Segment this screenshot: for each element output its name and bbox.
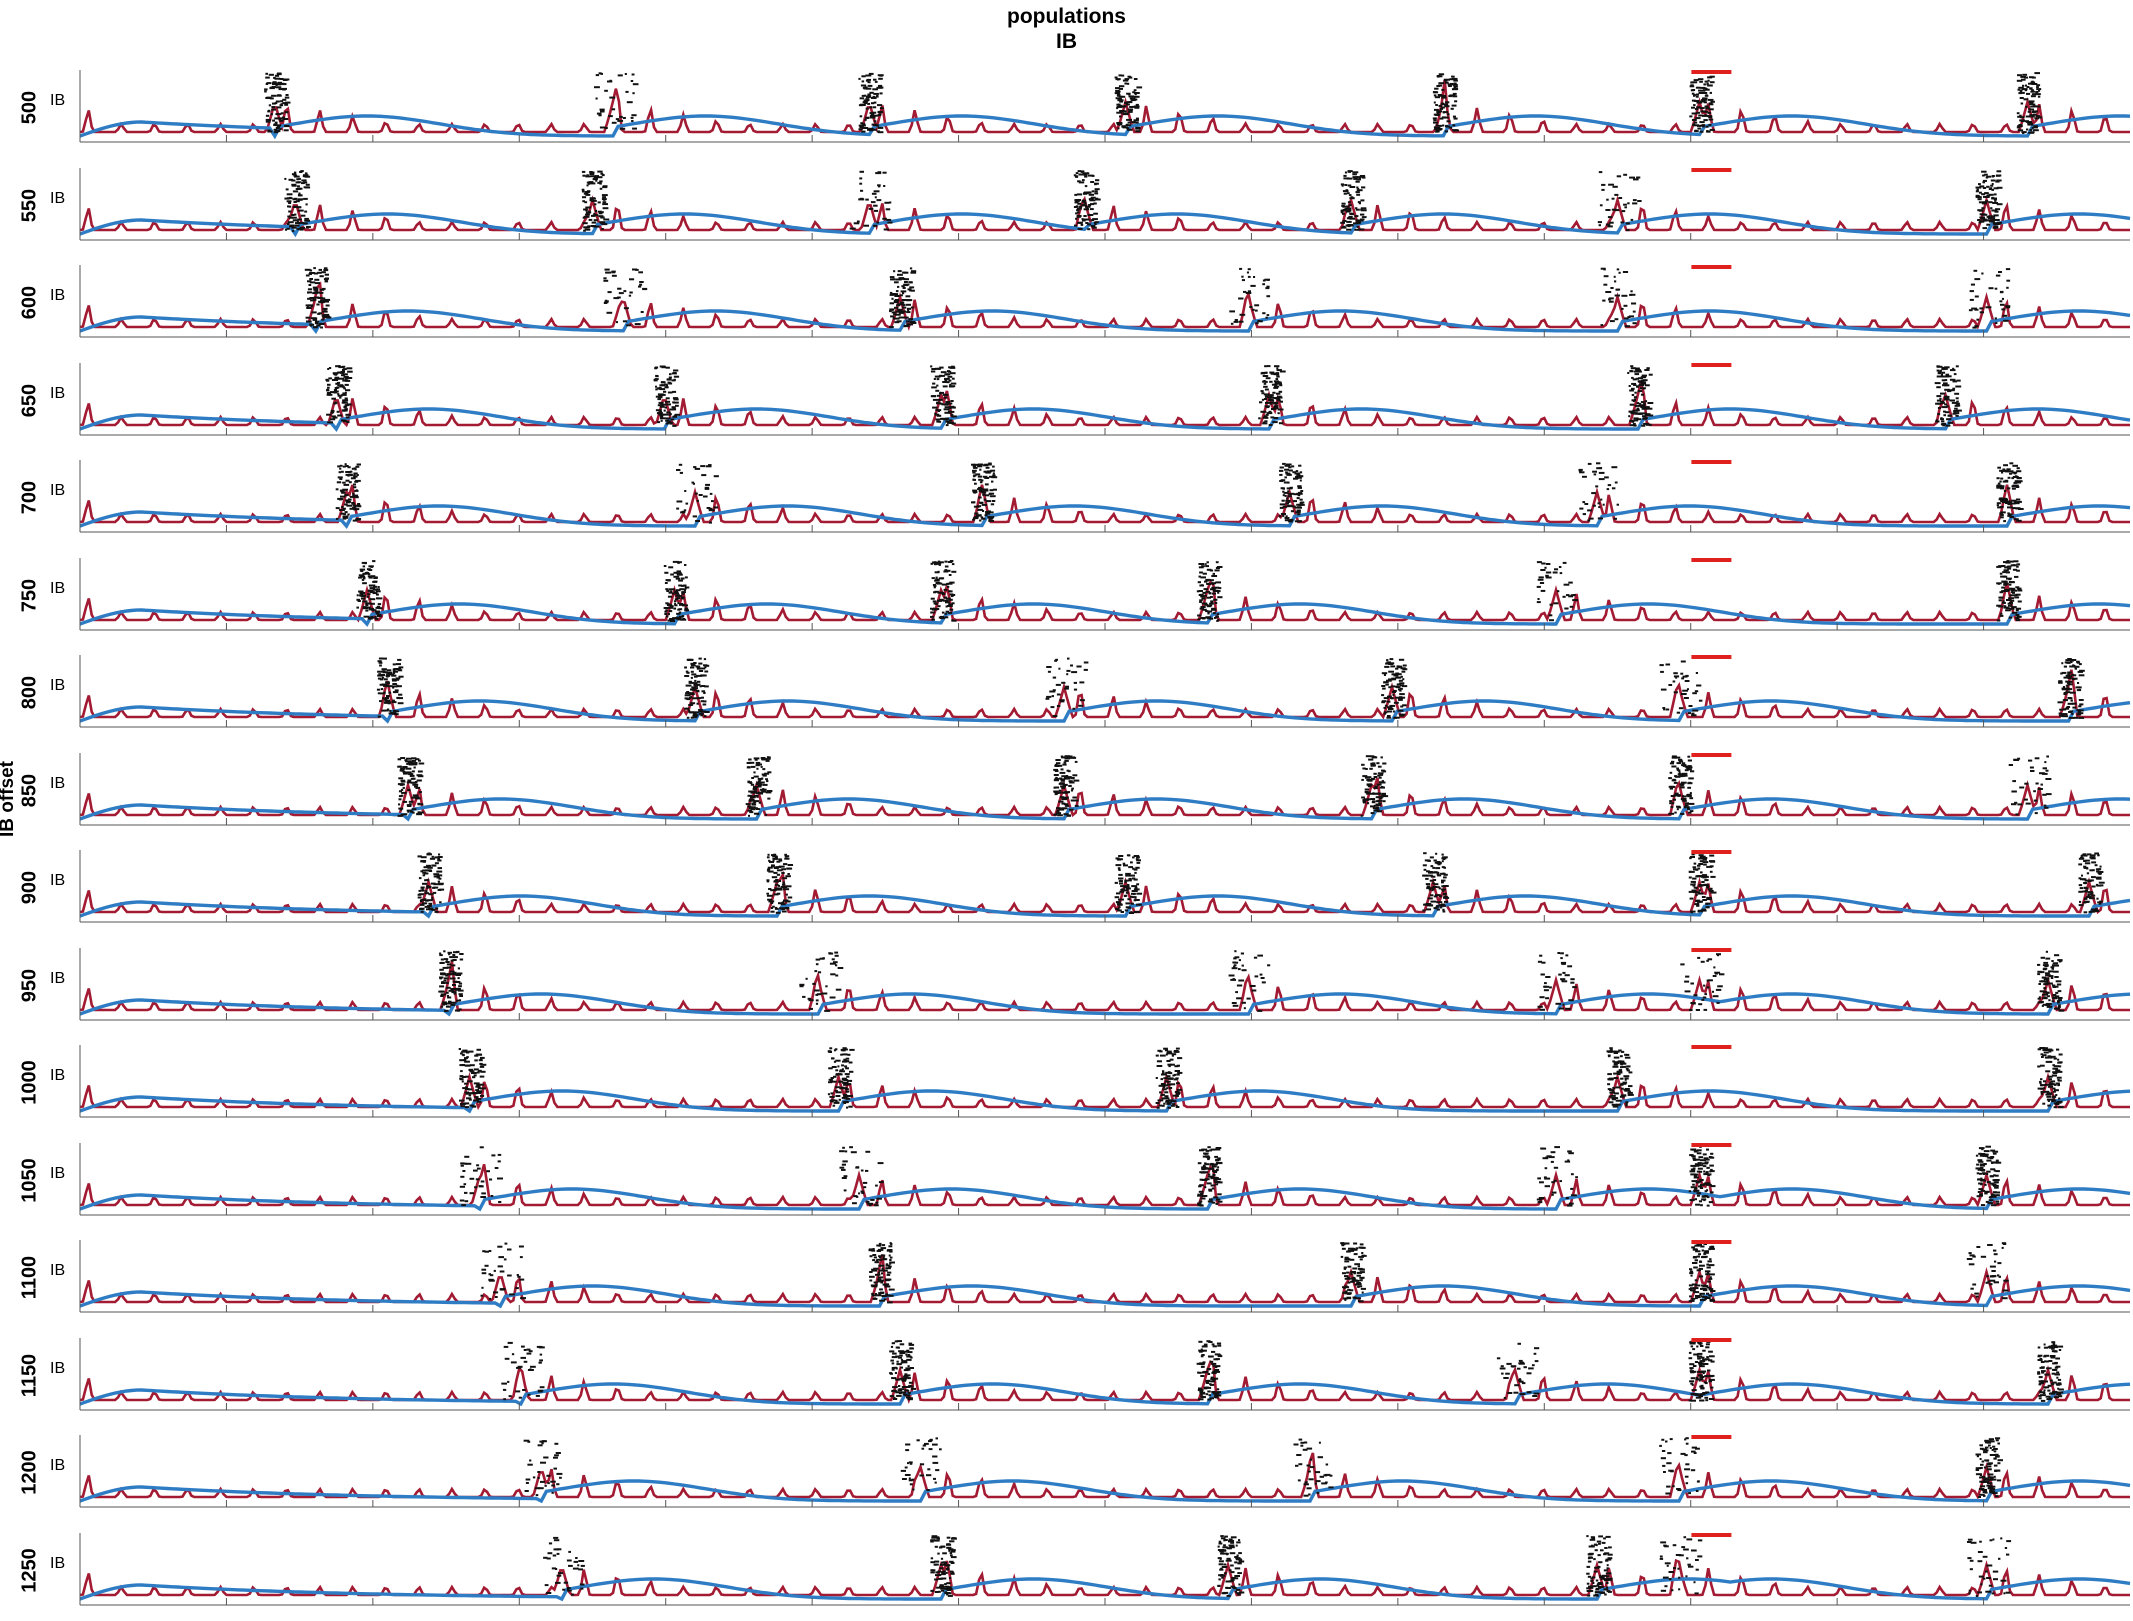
population-label: IB <box>50 580 65 598</box>
lfp-trace <box>80 485 2130 522</box>
panel-plot <box>80 1435 2130 1507</box>
population-label: IB <box>50 287 65 305</box>
panel-plot <box>80 265 2130 337</box>
y-tick-label: 900 <box>19 838 42 938</box>
panel-plot <box>80 850 2130 922</box>
spike-raster <box>264 72 2042 134</box>
population-label: IB <box>50 1262 65 1280</box>
y-tick-label: 600 <box>19 253 42 353</box>
y-tick-label: 1100 <box>19 1228 42 1328</box>
y-tick-label: 1050 <box>19 1131 42 1231</box>
population-label: IB <box>50 190 65 208</box>
population-label: IB <box>50 1457 65 1475</box>
panel-plot <box>80 168 2130 240</box>
panel-plot <box>80 1338 2130 1410</box>
panel-plot <box>80 460 2130 532</box>
spike-raster <box>459 1047 2064 1109</box>
spike-raster <box>524 1437 2003 1498</box>
lfp-trace <box>80 1077 2130 1107</box>
y-tick-label: 550 <box>19 156 42 256</box>
population-label: IB <box>50 385 65 403</box>
lfp-trace <box>80 284 2130 327</box>
panel-plot <box>80 1045 2130 1117</box>
population-label: IB <box>50 677 65 695</box>
population-label: IB <box>50 1360 65 1378</box>
panel-plot <box>80 70 2130 142</box>
panel-plot <box>80 558 2130 630</box>
spike-raster <box>543 1535 2011 1597</box>
panel-plot <box>80 363 2130 435</box>
population-label: IB <box>50 775 65 793</box>
chart-title: populations <box>0 5 2133 29</box>
y-tick-label: 1150 <box>19 1326 42 1426</box>
lfp-trace <box>80 80 2130 132</box>
lfp-trace <box>80 875 2130 912</box>
y-tick-label: 800 <box>19 643 42 743</box>
lfp-trace <box>80 778 2130 815</box>
y-tick-label: 850 <box>19 741 42 841</box>
spike-raster <box>305 267 2011 329</box>
y-tick-label: 500 <box>19 58 42 158</box>
y-tick-label: 750 <box>19 546 42 646</box>
panel-plot <box>80 1533 2130 1605</box>
panel-plot <box>80 655 2130 727</box>
population-label: IB <box>50 1165 65 1183</box>
population-label: IB <box>50 1555 65 1573</box>
population-label: IB <box>50 872 65 890</box>
population-label: IB <box>50 482 65 500</box>
panel-plot <box>80 753 2130 825</box>
lfp-trace <box>80 582 2130 620</box>
population-label: IB <box>50 970 65 988</box>
panel-plot <box>80 1240 2130 1312</box>
spike-raster <box>356 560 2022 622</box>
lfp-trace <box>80 1362 2130 1400</box>
lfp-trace <box>80 1561 2130 1595</box>
lfp-trace <box>80 961 2130 1010</box>
chart-subtitle: IB <box>0 30 2133 54</box>
panel-plot <box>80 948 2130 1020</box>
y-tick-label: 1200 <box>19 1423 42 1523</box>
panel-plot <box>80 1143 2130 1215</box>
y-tick-label: 1000 <box>19 1033 42 1133</box>
lfp-trace <box>80 1254 2130 1302</box>
y-tick-label: 650 <box>19 351 42 451</box>
y-tick-label: 950 <box>19 936 42 1036</box>
population-label: IB <box>50 1067 65 1085</box>
spike-raster <box>325 365 1962 427</box>
y-tick-label: 700 <box>19 448 42 548</box>
lfp-trace <box>80 1164 2130 1205</box>
population-label: IB <box>50 92 65 110</box>
y-tick-label: 1250 <box>19 1521 42 1621</box>
spike-raster <box>418 852 2105 914</box>
